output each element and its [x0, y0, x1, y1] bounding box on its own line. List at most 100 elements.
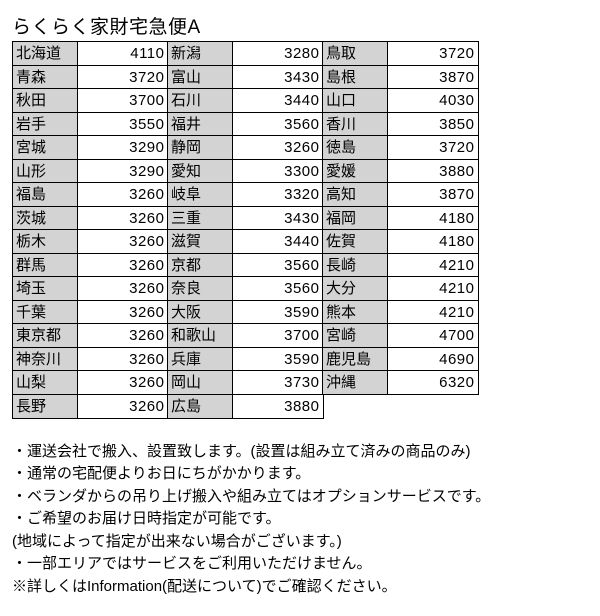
note-line: ・運送会社で搬入、設置致します。(設置は組み立て済みの商品のみ): [12, 441, 588, 464]
prefecture-cell: 和歌山: [167, 323, 233, 348]
prefecture-cell: 広島: [167, 394, 233, 419]
prefecture-cell: 秋田: [12, 88, 78, 113]
table-row: 宮崎4700: [324, 325, 479, 349]
note-line: ※詳しくはInformation(配送について)でご確認ください。: [12, 576, 588, 599]
prefecture-cell: 茨城: [12, 206, 78, 231]
table-row: 石川3440: [169, 90, 324, 114]
table-row: 北海道4110: [12, 41, 169, 66]
table-row: 富山3430: [169, 66, 324, 90]
prefecture-cell: 富山: [167, 65, 233, 90]
table-row: 山形3290: [12, 160, 169, 184]
table-row: 広島3880: [169, 395, 324, 419]
table-row: 東京都3260: [12, 325, 169, 349]
table-row: 新潟3280: [169, 41, 324, 66]
table-column: 新潟3280富山3430石川3440福井3560静岡3260愛知3300岐阜33…: [169, 41, 324, 419]
table-row: 三重3430: [169, 207, 324, 231]
prefecture-cell: 長崎: [322, 253, 388, 278]
prefecture-cell: 大阪: [167, 300, 233, 325]
price-cell: 3260: [77, 253, 169, 278]
price-cell: 3700: [232, 323, 324, 348]
table-row: 福岡4180: [324, 207, 479, 231]
prefecture-cell: 神奈川: [12, 347, 78, 372]
table-row: 佐賀4180: [324, 231, 479, 255]
price-cell: 3320: [232, 182, 324, 207]
table-row: 鳥取3720: [324, 41, 479, 66]
table-row: 滋賀3440: [169, 231, 324, 255]
price-cell: 3300: [232, 159, 324, 184]
prefecture-cell: 長野: [12, 394, 78, 419]
prefecture-cell: 香川: [322, 112, 388, 137]
note-line: ・一部エリアではサービスをご利用いただけません。: [12, 553, 588, 576]
prefecture-cell: 青森: [12, 65, 78, 90]
prefecture-cell: 高知: [322, 182, 388, 207]
prefecture-cell: 沖縄: [322, 370, 388, 395]
price-cell: 3260: [77, 206, 169, 231]
table-row: 群馬3260: [12, 254, 169, 278]
table-row: 大分4210: [324, 278, 479, 302]
table-row: 高知3870: [324, 184, 479, 208]
price-cell: 3720: [387, 41, 479, 66]
prefecture-cell: 岩手: [12, 112, 78, 137]
prefecture-cell: 岡山: [167, 370, 233, 395]
prefecture-cell: 新潟: [167, 41, 233, 66]
page-title: らくらく家財宅急便A: [12, 12, 588, 39]
price-cell: 4180: [387, 229, 479, 254]
prefecture-cell: 愛媛: [322, 159, 388, 184]
table-row: 茨城3260: [12, 207, 169, 231]
table-row: 徳島3720: [324, 137, 479, 161]
table-column: 鳥取3720島根3870山口4030香川3850徳島3720愛媛3880高知38…: [324, 41, 479, 419]
price-cell: 3720: [387, 135, 479, 160]
table-row: 大阪3590: [169, 301, 324, 325]
prefecture-cell: 静岡: [167, 135, 233, 160]
price-cell: 3260: [77, 182, 169, 207]
price-cell: 3730: [232, 370, 324, 395]
price-cell: 3590: [232, 300, 324, 325]
prefecture-cell: 宮城: [12, 135, 78, 160]
price-cell: 4690: [387, 347, 479, 372]
note-line: ・通常の宅配便よりお日にちがかかります。: [12, 463, 588, 486]
table-row: 埼玉3260: [12, 278, 169, 302]
prefecture-cell: 千葉: [12, 300, 78, 325]
prefecture-cell: 福岡: [322, 206, 388, 231]
table-column: 北海道4110青森3720秋田3700岩手3550宮城3290山形3290福島3…: [12, 41, 169, 419]
price-cell: 3870: [387, 182, 479, 207]
prefecture-cell: 愛知: [167, 159, 233, 184]
prefecture-cell: 徳島: [322, 135, 388, 160]
table-row: 岡山3730: [169, 372, 324, 396]
table-row: 愛媛3880: [324, 160, 479, 184]
table-row: 宮城3290: [12, 137, 169, 161]
table-row: 長野3260: [12, 395, 169, 419]
table-row: 福島3260: [12, 184, 169, 208]
prefecture-cell: 滋賀: [167, 229, 233, 254]
prefecture-cell: 佐賀: [322, 229, 388, 254]
table-row: 福井3560: [169, 113, 324, 137]
prefecture-cell: 宮崎: [322, 323, 388, 348]
note-line: ・ご希望のお届け日時指定が可能です。: [12, 508, 588, 531]
price-cell: 3850: [387, 112, 479, 137]
table-row: 静岡3260: [169, 137, 324, 161]
price-cell: 4210: [387, 300, 479, 325]
price-cell: 3290: [77, 159, 169, 184]
table-row: 沖縄6320: [324, 372, 479, 396]
price-cell: 3700: [77, 88, 169, 113]
price-cell: 3260: [232, 135, 324, 160]
price-cell: 4210: [387, 276, 479, 301]
price-cell: 3260: [77, 370, 169, 395]
price-cell: 3260: [77, 276, 169, 301]
prefecture-cell: 山梨: [12, 370, 78, 395]
price-cell: 4180: [387, 206, 479, 231]
prefecture-cell: 山形: [12, 159, 78, 184]
table-row: 和歌山3700: [169, 325, 324, 349]
price-cell: 3560: [232, 276, 324, 301]
price-cell: 3870: [387, 65, 479, 90]
table-row: 兵庫3590: [169, 348, 324, 372]
price-cell: 3260: [77, 300, 169, 325]
prefecture-cell: 埼玉: [12, 276, 78, 301]
price-cell: 3560: [232, 112, 324, 137]
price-cell: 3260: [77, 347, 169, 372]
price-cell: 3590: [232, 347, 324, 372]
prefecture-cell: 群馬: [12, 253, 78, 278]
table-row: 鹿児島4690: [324, 348, 479, 372]
prefecture-cell: 岐阜: [167, 182, 233, 207]
prefecture-cell: 島根: [322, 65, 388, 90]
